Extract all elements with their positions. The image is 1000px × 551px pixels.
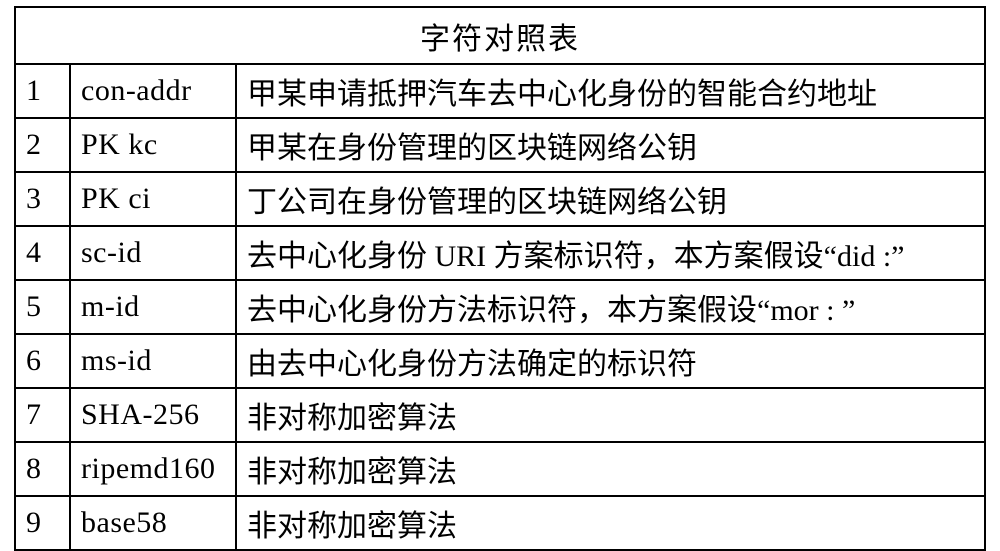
table-row: 5 m-id 去中心化身份方法标识符，本方案假设“mor : ” <box>15 280 985 334</box>
row-code: PK kc <box>70 118 236 172</box>
table-title-row: 字符对照表 <box>15 7 985 64</box>
row-code: con-addr <box>70 64 236 118</box>
row-num: 1 <box>15 64 70 118</box>
table-row: 6 ms-id 由去中心化身份方法确定的标识符 <box>15 334 985 388</box>
row-num: 4 <box>15 226 70 280</box>
row-desc: 甲某申请抵押汽车去中心化身份的智能合约地址 <box>236 64 985 118</box>
table-title: 字符对照表 <box>15 7 985 64</box>
row-num: 3 <box>15 172 70 226</box>
table-row: 2 PK kc 甲某在身份管理的区块链网络公钥 <box>15 118 985 172</box>
table-row: 7 SHA-256 非对称加密算法 <box>15 388 985 442</box>
row-desc: 由去中心化身份方法确定的标识符 <box>236 334 985 388</box>
table-container: 字符对照表 1 con-addr 甲某申请抵押汽车去中心化身份的智能合约地址 2… <box>0 0 1000 548</box>
row-num: 9 <box>15 496 70 550</box>
row-code: base58 <box>70 496 236 550</box>
row-num: 2 <box>15 118 70 172</box>
row-desc: 非对称加密算法 <box>236 496 985 550</box>
row-code: ripemd160 <box>70 442 236 496</box>
table-row: 1 con-addr 甲某申请抵押汽车去中心化身份的智能合约地址 <box>15 64 985 118</box>
row-num: 6 <box>15 334 70 388</box>
row-code: ms-id <box>70 334 236 388</box>
row-desc: 丁公司在身份管理的区块链网络公钥 <box>236 172 985 226</box>
row-num: 5 <box>15 280 70 334</box>
table-row: 8 ripemd160 非对称加密算法 <box>15 442 985 496</box>
row-num: 7 <box>15 388 70 442</box>
table-row: 3 PK ci 丁公司在身份管理的区块链网络公钥 <box>15 172 985 226</box>
row-code: PK ci <box>70 172 236 226</box>
table-row: 4 sc-id 去中心化身份 URI 方案标识符，本方案假设“did :” <box>15 226 985 280</box>
row-num: 8 <box>15 442 70 496</box>
row-code: m-id <box>70 280 236 334</box>
table-row: 9 base58 非对称加密算法 <box>15 496 985 550</box>
row-code: SHA-256 <box>70 388 236 442</box>
row-desc: 非对称加密算法 <box>236 388 985 442</box>
row-desc: 去中心化身份方法标识符，本方案假设“mor : ” <box>236 280 985 334</box>
row-desc: 非对称加密算法 <box>236 442 985 496</box>
char-mapping-table: 字符对照表 1 con-addr 甲某申请抵押汽车去中心化身份的智能合约地址 2… <box>14 6 986 551</box>
row-desc: 去中心化身份 URI 方案标识符，本方案假设“did :” <box>236 226 985 280</box>
row-code: sc-id <box>70 226 236 280</box>
row-desc: 甲某在身份管理的区块链网络公钥 <box>236 118 985 172</box>
